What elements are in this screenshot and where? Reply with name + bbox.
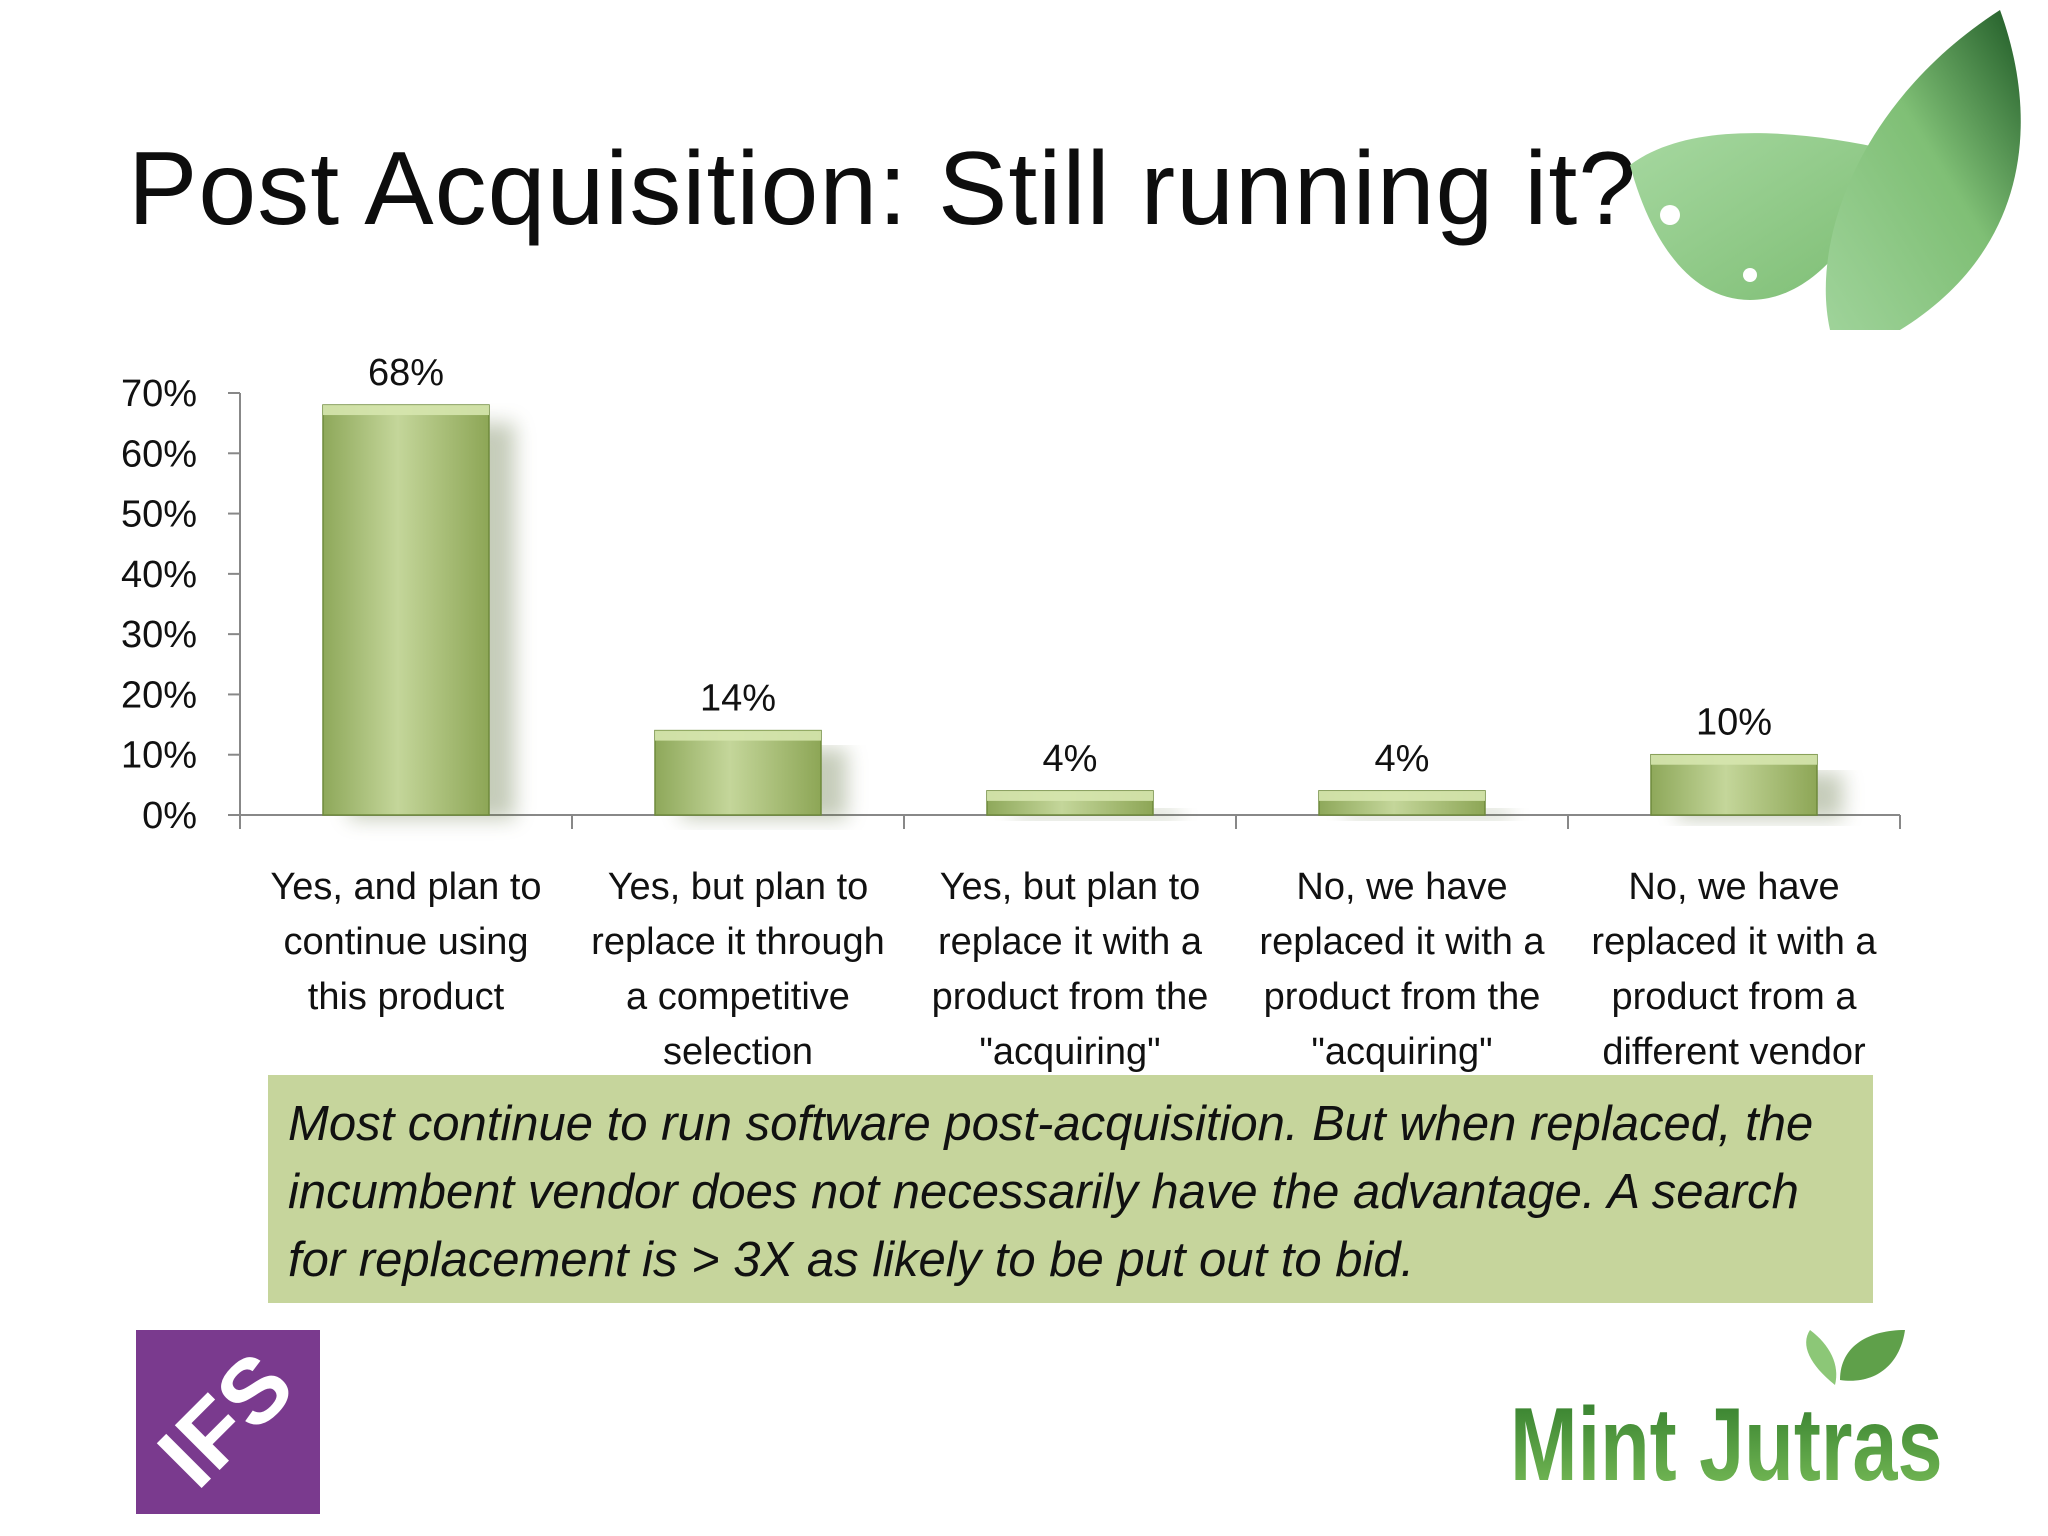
data-label: 14%	[700, 678, 776, 720]
y-tick-label: 60%	[121, 433, 197, 475]
data-label: 68%	[368, 352, 444, 394]
category-label-line: No, we have	[1628, 866, 1840, 908]
leaves-decoration-icon	[1630, 10, 2021, 330]
bar-top-highlight	[987, 790, 1153, 801]
category-label-line: product from the	[931, 976, 1209, 1018]
y-tick-label: 10%	[121, 735, 197, 777]
category-label: Yes, and plan to continue using this produ…	[240, 860, 572, 1025]
category-label-line: replaced it with a	[1591, 921, 1877, 963]
bar-top-highlight	[1651, 754, 1817, 765]
callout-text: Most continue to run software post-acqui…	[288, 1097, 1814, 1287]
bar	[654, 729, 822, 816]
category-label: No, we have replaced it with a product fro…	[1568, 860, 1900, 1080]
category-label-line: replace it through	[591, 921, 885, 963]
category-label-line: continue using	[283, 921, 529, 963]
mint-jutras-logo: Mint Jutras	[1510, 1330, 1943, 1502]
data-label: 10%	[1696, 702, 1772, 744]
bar	[1650, 753, 1818, 816]
y-tick-label: 50%	[121, 494, 197, 536]
category-label-line: this product	[307, 976, 505, 1018]
category-label: Yes, but plan to replace it through a comp…	[572, 860, 904, 1080]
callout-box	[268, 1075, 1873, 1303]
category-label-line: "acquiring"	[979, 1031, 1161, 1073]
bar-chart: 0% 10% 20% 30% 40% 50% 60% 70% 68% 14% 4% 4% 10%	[121, 352, 1901, 837]
category-label-line: No, we have	[1296, 866, 1508, 908]
category-label-line: product from the	[1263, 976, 1541, 1018]
category-label-line: Yes, but plan to	[607, 866, 869, 908]
category-label: No, we have replaced it with a product fro…	[1236, 860, 1568, 1080]
category-label-line: "acquiring"	[1311, 1031, 1493, 1073]
ifs-logo: IFS	[136, 1330, 320, 1514]
svg-text:Mint Jutras: Mint Jutras	[1510, 1386, 1943, 1502]
y-tick-label: 40%	[121, 554, 197, 596]
bar-top-highlight	[655, 730, 821, 741]
category-label-line: Yes, and plan to	[270, 866, 542, 908]
y-tick-label: 20%	[121, 674, 197, 716]
data-label: 4%	[1375, 738, 1430, 780]
category-label-line: replace it with a	[937, 921, 1202, 963]
category-label: Yes, but plan to replace it with a product…	[904, 860, 1236, 1080]
category-label-line: replaced it with a	[1259, 921, 1545, 963]
category-label-line: product from a	[1611, 976, 1857, 1018]
bar-top-highlight	[323, 405, 489, 416]
category-label-line: selection	[663, 1031, 813, 1073]
y-tick-label: 70%	[121, 373, 197, 415]
slide-title: Post Acquisition: Still running it?	[128, 131, 1638, 247]
category-label-line: a competitive	[626, 976, 850, 1018]
category-label-line: Yes, but plan to	[939, 866, 1201, 908]
data-label: 4%	[1043, 738, 1098, 780]
bar	[322, 404, 490, 816]
y-tick-label: 30%	[121, 614, 197, 656]
y-tick-label: 0%	[142, 795, 197, 837]
bar-top-highlight	[1319, 790, 1485, 801]
category-label-line: different vendor	[1602, 1031, 1866, 1073]
